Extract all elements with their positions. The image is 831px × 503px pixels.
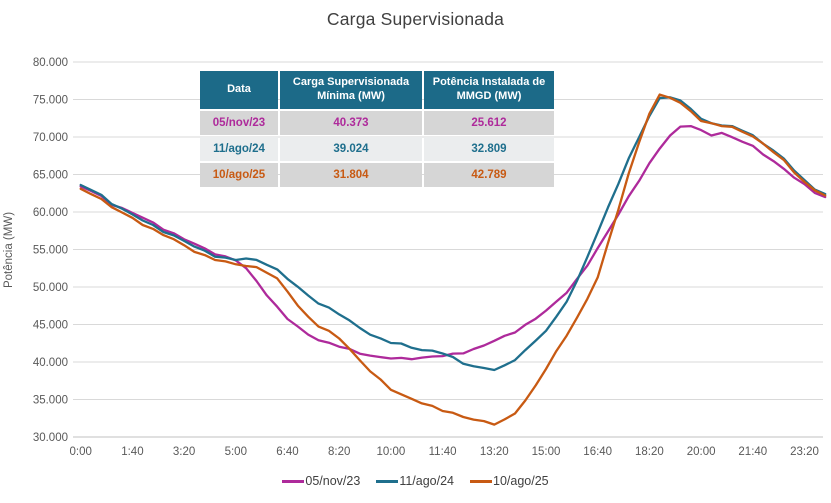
y-tick-label: 40.000 [33, 357, 68, 369]
cell-date: 11/ago/24 [200, 137, 278, 161]
x-tick-label: 20:00 [687, 446, 716, 458]
x-tick-label: 18:20 [635, 446, 664, 458]
chart-title: Carga Supervisionada [326, 9, 505, 29]
table-row: 05/nov/23 40.373 25.612 [200, 111, 554, 135]
table-row: 11/ago/24 39.024 32.809 [200, 137, 554, 161]
summary-table-header-row: Data Carga Supervisionada Mínima (MW) Po… [200, 71, 554, 109]
table-row: 10/ago/25 31.804 42.789 [200, 163, 554, 187]
x-tick-label: 0:00 [70, 446, 92, 458]
header-mmgd: Potência Instalada de MMGD (MW) [424, 71, 554, 109]
y-tick-label: 70.000 [33, 132, 68, 144]
series-line-10ago25 [79, 93, 827, 426]
series-line-05nov23 [79, 124, 827, 361]
x-tick-label: 10:00 [377, 446, 406, 458]
legend-item-10ago25: 10/ago/25 [470, 474, 549, 488]
y-tick-label: 30.000 [33, 432, 68, 444]
legend-label: 05/nov/23 [305, 474, 361, 488]
y-tick-label: 65.000 [33, 170, 68, 182]
x-tick-label: 21:40 [738, 446, 767, 458]
legend-label: 10/ago/25 [493, 474, 549, 488]
x-tick-label: 16:40 [583, 446, 612, 458]
x-tick-label: 1:40 [121, 446, 143, 458]
y-tick-label: 75.000 [33, 95, 68, 107]
cell-mmgd: 25.612 [424, 111, 554, 135]
summary-table: Data Carga Supervisionada Mínima (MW) Po… [198, 69, 556, 189]
y-axis-title: Potência (MW) [3, 212, 15, 288]
x-tick-label: 11:40 [429, 446, 457, 458]
y-tick-label: 45.000 [33, 320, 68, 332]
cell-mmgd: 42.789 [424, 163, 554, 187]
legend-label: 11/ago/24 [399, 474, 454, 488]
x-tick-label: 15:00 [532, 446, 561, 458]
series-line-11ago24 [79, 96, 827, 372]
header-carga: Carga Supervisionada Mínima (MW) [280, 71, 422, 109]
x-tick-label: 13:20 [480, 446, 509, 458]
x-tick-label: 5:00 [225, 446, 247, 458]
legend-line-icon [282, 479, 305, 483]
x-tick-label: 6:40 [276, 446, 298, 458]
y-tick-label: 55.000 [33, 245, 68, 257]
y-tick-label: 50.000 [33, 282, 68, 294]
y-tick-label: 35.000 [33, 395, 68, 407]
legend-item-05nov23: 05/nov/23 [282, 474, 360, 488]
cell-carga: 40.373 [280, 111, 422, 135]
y-tick-label: 80.000 [33, 57, 68, 69]
cell-date: 10/ago/25 [200, 163, 278, 187]
cell-carga: 31.804 [280, 163, 422, 187]
header-data: Data [200, 71, 278, 109]
cell-mmgd: 32.809 [424, 137, 554, 161]
x-tick-label: 23:20 [790, 446, 819, 458]
legend-line-icon [376, 479, 399, 483]
x-tick-label: 3:20 [173, 446, 195, 458]
cell-carga: 39.024 [280, 137, 422, 161]
legend-item-11ago24: 11/ago/24 [376, 474, 454, 488]
y-tick-label: 60.000 [33, 207, 68, 219]
x-tick-label: 8:20 [328, 446, 350, 458]
cell-date: 05/nov/23 [200, 111, 278, 135]
legend-line-icon [470, 479, 492, 483]
chart-legend: 05/nov/23 11/ago/24 10/ago/25 [0, 474, 831, 488]
